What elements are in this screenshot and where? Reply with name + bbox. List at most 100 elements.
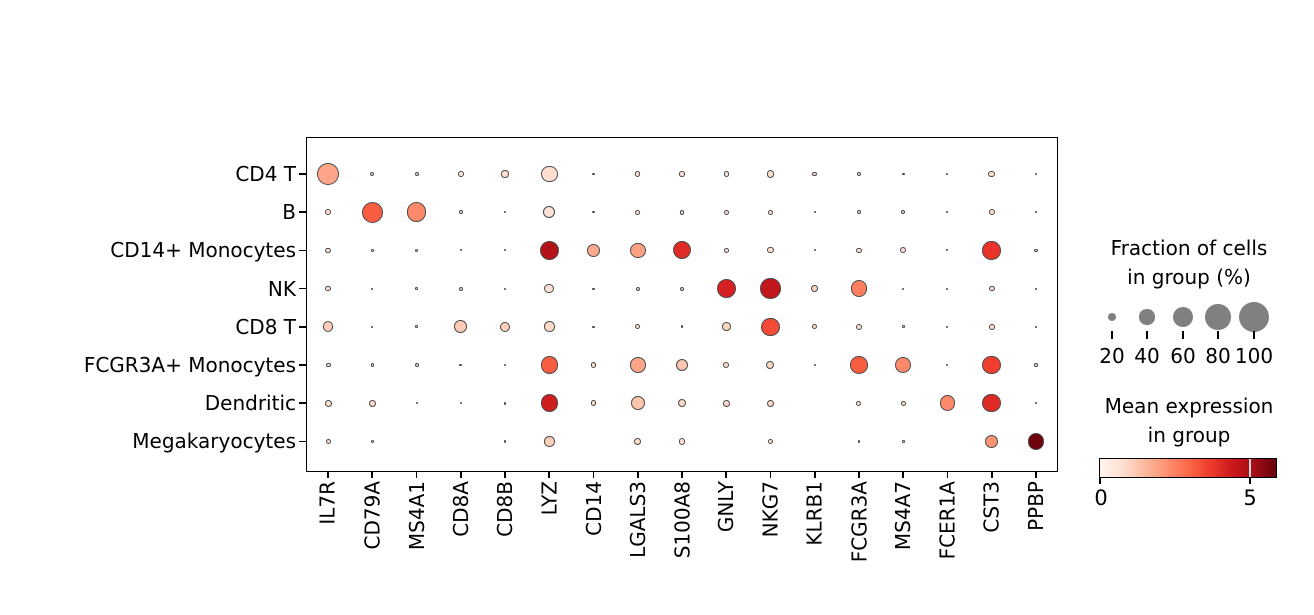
x-axis-tick (548, 471, 551, 478)
expression-dot (457, 171, 464, 177)
y-tick-label: Dendritic (204, 391, 296, 416)
expression-dot (458, 286, 463, 291)
expression-dot (371, 287, 374, 290)
expression-dot (901, 210, 906, 215)
expression-dot (503, 363, 507, 367)
x-tick-label: CD79A (360, 481, 385, 550)
size-legend-tick (1217, 331, 1219, 339)
expression-dot (592, 172, 595, 176)
expression-dot (679, 209, 685, 215)
colorbar-tick-0 (1099, 477, 1101, 484)
y-axis-tick (299, 173, 306, 175)
expression-dot (370, 171, 375, 177)
x-axis-tick (459, 471, 462, 478)
x-tick-label: CST3 (979, 481, 1004, 533)
y-tick-label: CD4 T (235, 162, 296, 186)
expression-dot (414, 362, 419, 368)
expression-dot (325, 209, 332, 216)
x-axis-tick (504, 471, 506, 478)
expression-dot (672, 241, 692, 260)
expression-dot (1034, 402, 1037, 405)
expression-dot (634, 437, 642, 445)
expression-dot (946, 287, 949, 290)
x-axis-tick (990, 471, 993, 478)
expression-dot (946, 211, 949, 214)
x-tick-label: LYZ (537, 481, 562, 516)
expression-dot (857, 440, 861, 443)
size-legend-value-label: 100 (1234, 344, 1274, 368)
expression-dot (1034, 363, 1038, 367)
expression-dot (415, 325, 418, 329)
x-axis-tick (636, 471, 639, 478)
expression-dot (678, 437, 686, 445)
expression-dot (1034, 173, 1037, 175)
expression-dot (414, 171, 419, 177)
y-tick-label: Megakaryocytes (132, 429, 296, 454)
color-legend-title-line1: Mean expression (1104, 394, 1274, 418)
expression-dot (723, 171, 729, 177)
expression-dot (635, 209, 641, 215)
size-legend-dot (1172, 306, 1194, 328)
colorbar-inner-tick-5 (1249, 459, 1251, 477)
expression-dot (503, 211, 507, 214)
y-tick-label: FCGR3A+ Monocytes (83, 353, 296, 377)
x-tick-label: LGALS3 (625, 481, 650, 558)
colorbar-tick-5 (1249, 477, 1251, 484)
expression-dot (901, 440, 905, 443)
expression-dot (856, 210, 861, 215)
expression-dot (1034, 248, 1038, 253)
color-legend-title: Mean expression in group (1064, 392, 1314, 450)
x-tick-label: MS4A7 (891, 481, 916, 551)
x-axis-tick (327, 471, 329, 478)
expression-dot (635, 171, 641, 177)
x-tick-label: FCER1A (935, 481, 960, 560)
expression-dot (459, 249, 462, 252)
size-legend-tick (1146, 331, 1148, 339)
expression-dot (635, 286, 640, 291)
expression-dot (723, 247, 729, 253)
x-axis-tick (946, 471, 949, 478)
size-legend-tick (1253, 331, 1255, 339)
expression-dot (325, 438, 331, 444)
expression-dot (988, 209, 995, 216)
size-legend-dot (1239, 302, 1269, 332)
expression-dot (813, 363, 816, 367)
expression-dot (406, 202, 427, 222)
expression-dot (723, 361, 730, 369)
expression-dot (812, 171, 817, 177)
expression-dot (812, 324, 818, 330)
expression-dot (415, 402, 418, 405)
y-axis-tick (299, 440, 306, 443)
expression-dot (499, 321, 511, 332)
x-tick-label: NKG7 (758, 481, 783, 538)
x-tick-label: S100A8 (670, 481, 694, 559)
size-legend-value-label: 20 (1099, 344, 1125, 368)
expression-dot (895, 357, 912, 373)
x-axis-tick (415, 471, 418, 478)
expression-dot (543, 206, 556, 219)
expression-dot (855, 323, 862, 330)
expression-dot (459, 363, 463, 367)
x-tick-label: PPBP (1023, 481, 1048, 531)
y-tick-label: NK (267, 276, 296, 301)
expression-dot (540, 356, 559, 374)
x-tick-label: KLRB1 (802, 481, 827, 546)
expression-dot (766, 399, 775, 407)
expression-dot (946, 172, 949, 176)
x-axis-tick (371, 471, 374, 478)
expression-dot (414, 248, 419, 253)
colorbar-tick-label-0: 0 (1094, 486, 1108, 510)
expression-dot (982, 241, 1001, 260)
expression-dot (760, 278, 781, 299)
x-axis-tick (1034, 471, 1037, 478)
expression-dot (370, 439, 375, 444)
expression-dot (317, 162, 340, 186)
expression-dot (361, 201, 383, 223)
expression-dot (856, 171, 861, 177)
size-legend-dot (1139, 309, 1155, 325)
color-legend-title-line2: in group (1147, 423, 1231, 447)
expression-dot (680, 325, 684, 329)
expression-dot (501, 170, 509, 178)
x-tick-label: IL7R (316, 481, 341, 525)
expression-dot (459, 210, 463, 214)
